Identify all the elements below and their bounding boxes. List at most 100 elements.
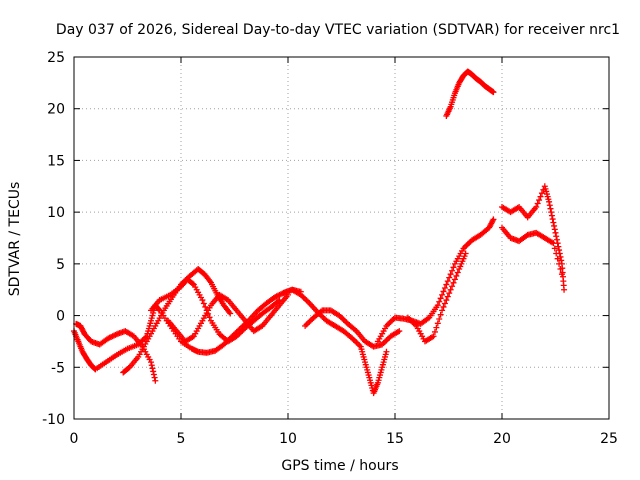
y-tick-label: 10 — [47, 205, 65, 221]
data-point — [151, 374, 158, 381]
data-point — [449, 267, 456, 274]
data-point — [553, 233, 560, 240]
grid — [74, 57, 609, 419]
data-point — [302, 322, 309, 329]
data-point — [407, 317, 414, 324]
data-point — [227, 310, 234, 317]
data-point — [555, 243, 562, 250]
data-point — [200, 300, 207, 307]
data-point — [462, 250, 469, 257]
data-point — [383, 348, 390, 355]
series-sat-a — [71, 286, 304, 373]
data-point — [557, 266, 564, 273]
x-tick-label: 5 — [177, 431, 186, 447]
data-point — [550, 240, 557, 247]
series-sat-g — [302, 307, 403, 350]
data-point — [396, 328, 403, 335]
data-point — [466, 239, 473, 246]
data-point — [354, 340, 361, 347]
data-point — [447, 271, 454, 278]
y-tick-label: -10 — [42, 412, 65, 428]
data-point — [149, 365, 156, 372]
series-sat-f — [280, 286, 390, 397]
data-point — [536, 197, 543, 204]
data-point — [148, 359, 155, 366]
data-point — [558, 271, 565, 278]
data-point — [446, 274, 453, 281]
series-sat-h — [374, 216, 497, 345]
series-sat-d — [148, 276, 283, 345]
data-point — [551, 222, 558, 229]
data-point — [447, 286, 454, 293]
y-tick-label: 25 — [47, 50, 65, 66]
data-point — [206, 314, 213, 321]
data-point — [549, 216, 556, 223]
data-point — [306, 318, 313, 325]
data-point — [437, 311, 444, 318]
data-point — [553, 250, 560, 257]
data-point — [490, 216, 497, 223]
data-point — [236, 330, 243, 337]
x-tick-label: 0 — [70, 431, 79, 447]
data-point — [446, 290, 453, 297]
data-point — [387, 318, 394, 325]
series-sat-l — [499, 224, 565, 278]
data-point — [386, 320, 393, 327]
series-sat-c — [120, 266, 234, 376]
data-point — [303, 321, 310, 328]
data-point — [434, 302, 441, 309]
series-sat-e — [165, 291, 291, 345]
data-point — [300, 294, 307, 301]
plot-frame — [73, 56, 610, 420]
series-sat-i — [404, 250, 469, 345]
series-sat-b — [73, 320, 159, 384]
data-point — [433, 324, 440, 331]
data-point — [340, 316, 347, 323]
data-point — [436, 298, 443, 305]
data-point — [444, 293, 451, 300]
data-point — [450, 264, 457, 271]
data-point — [553, 236, 560, 243]
data-point — [239, 327, 246, 334]
y-axis-label: SDTVAR / TECUs — [7, 182, 23, 297]
data-points — [71, 68, 568, 397]
data-point — [382, 338, 389, 345]
data-point — [534, 200, 541, 207]
data-point — [548, 209, 555, 216]
data-point — [537, 193, 544, 200]
data-point — [443, 281, 450, 288]
data-point — [453, 272, 460, 279]
data-point — [556, 260, 563, 267]
chart-title: Day 037 of 2026, Sidereal Day-to-day VTE… — [56, 22, 620, 38]
data-point — [199, 297, 206, 304]
data-point — [443, 297, 450, 304]
data-point — [561, 286, 568, 293]
data-point — [436, 316, 443, 323]
data-point — [383, 337, 390, 344]
series-sat-j — [443, 68, 497, 119]
data-point — [550, 219, 557, 226]
data-point — [439, 291, 446, 298]
data-point — [379, 341, 386, 348]
data-point — [548, 212, 555, 219]
data-point — [450, 279, 457, 286]
data-point — [441, 284, 448, 291]
data-point — [490, 89, 497, 96]
data-point — [302, 296, 309, 303]
data-point — [533, 203, 540, 210]
data-point — [552, 229, 559, 236]
data-point — [384, 336, 391, 343]
data-point — [451, 276, 458, 283]
data-point — [307, 317, 314, 324]
data-point — [547, 205, 554, 212]
data-point — [434, 320, 441, 327]
y-tick-label: -5 — [51, 360, 65, 376]
x-tick-label: 25 — [600, 431, 618, 447]
data-point — [551, 245, 558, 252]
x-tick-label: 15 — [386, 431, 404, 447]
data-point — [320, 314, 327, 321]
y-tick-label: 15 — [47, 153, 65, 169]
data-point — [546, 198, 553, 205]
data-point — [430, 333, 437, 340]
data-point — [202, 303, 209, 310]
